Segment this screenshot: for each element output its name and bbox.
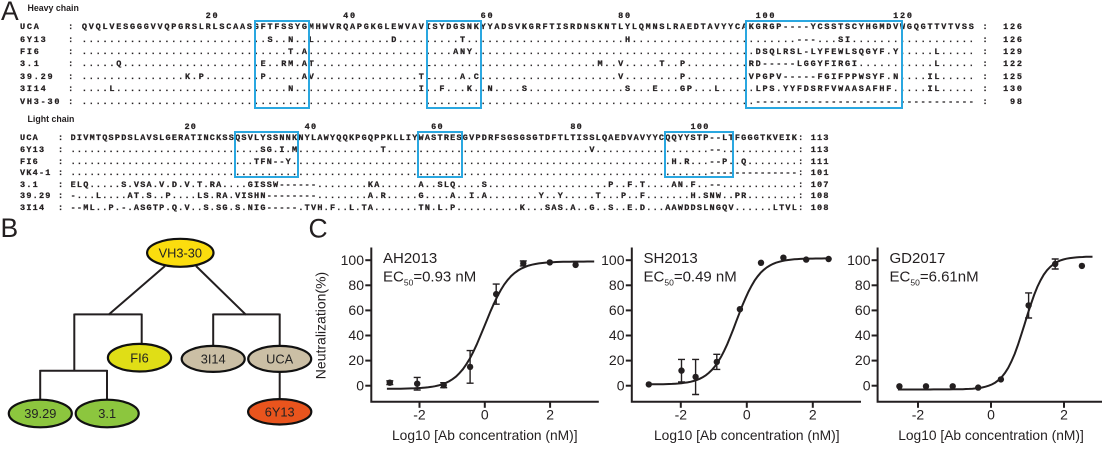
- svg-text:VH3-30: VH3-30: [159, 245, 202, 260]
- svg-text:100: 100: [341, 252, 365, 268]
- svg-text:0: 0: [863, 377, 871, 393]
- svg-text:Log10 [Ab concentration (nM)]: Log10 [Ab concentration (nM)]: [392, 428, 578, 443]
- svg-text:0: 0: [481, 407, 489, 423]
- svg-text:C: C: [309, 215, 328, 244]
- svg-text:0: 0: [743, 407, 751, 423]
- svg-text:39.29: 39.29: [24, 406, 56, 421]
- svg-text:EC50=0.93 nM: EC50=0.93 nM: [383, 269, 476, 288]
- svg-text:60: 60: [609, 302, 625, 318]
- svg-text:EC50=0.49 nM: EC50=0.49 nM: [644, 269, 737, 288]
- svg-text:40: 40: [855, 327, 871, 343]
- svg-text:GD2017: GD2017: [890, 250, 946, 267]
- svg-text:Log10 [Ab concentration (nM)]: Log10 [Ab concentration (nM)]: [898, 428, 1084, 443]
- svg-text:40: 40: [609, 327, 625, 343]
- svg-text:80: 80: [609, 277, 625, 293]
- svg-text:3I14: 3I14: [201, 352, 226, 367]
- svg-text:80: 80: [348, 277, 364, 293]
- svg-text:0: 0: [987, 407, 995, 423]
- svg-text:Neutralization(%): Neutralization(%): [313, 272, 329, 379]
- svg-text:2: 2: [546, 407, 554, 423]
- svg-text:Log10 [Ab concentration (nM)]: Log10 [Ab concentration (nM)]: [654, 428, 840, 443]
- svg-text:80: 80: [855, 277, 871, 293]
- svg-text:-2: -2: [912, 407, 925, 423]
- svg-text:0: 0: [617, 377, 625, 393]
- svg-text:3.1: 3.1: [98, 406, 116, 421]
- svg-text:20: 20: [855, 352, 871, 368]
- svg-text:0: 0: [356, 377, 364, 393]
- svg-text:2: 2: [1060, 407, 1068, 423]
- svg-text:60: 60: [348, 302, 364, 318]
- svg-text:100: 100: [847, 252, 871, 268]
- svg-text:6Y13: 6Y13: [265, 404, 295, 419]
- svg-text:AH2013: AH2013: [383, 250, 437, 267]
- svg-text:UCA: UCA: [266, 352, 293, 367]
- svg-text:-2: -2: [675, 407, 688, 423]
- svg-text:100: 100: [601, 252, 625, 268]
- svg-text:B: B: [1, 215, 19, 243]
- svg-text:2: 2: [809, 407, 817, 423]
- svg-text:-2: -2: [413, 407, 426, 423]
- svg-text:20: 20: [348, 352, 364, 368]
- svg-text:60: 60: [855, 302, 871, 318]
- svg-text:SH2013: SH2013: [644, 250, 698, 267]
- svg-text:EC50=6.61nM: EC50=6.61nM: [890, 269, 979, 288]
- svg-text:40: 40: [348, 327, 364, 343]
- svg-text:20: 20: [609, 352, 625, 368]
- svg-text:FI6: FI6: [130, 350, 149, 365]
